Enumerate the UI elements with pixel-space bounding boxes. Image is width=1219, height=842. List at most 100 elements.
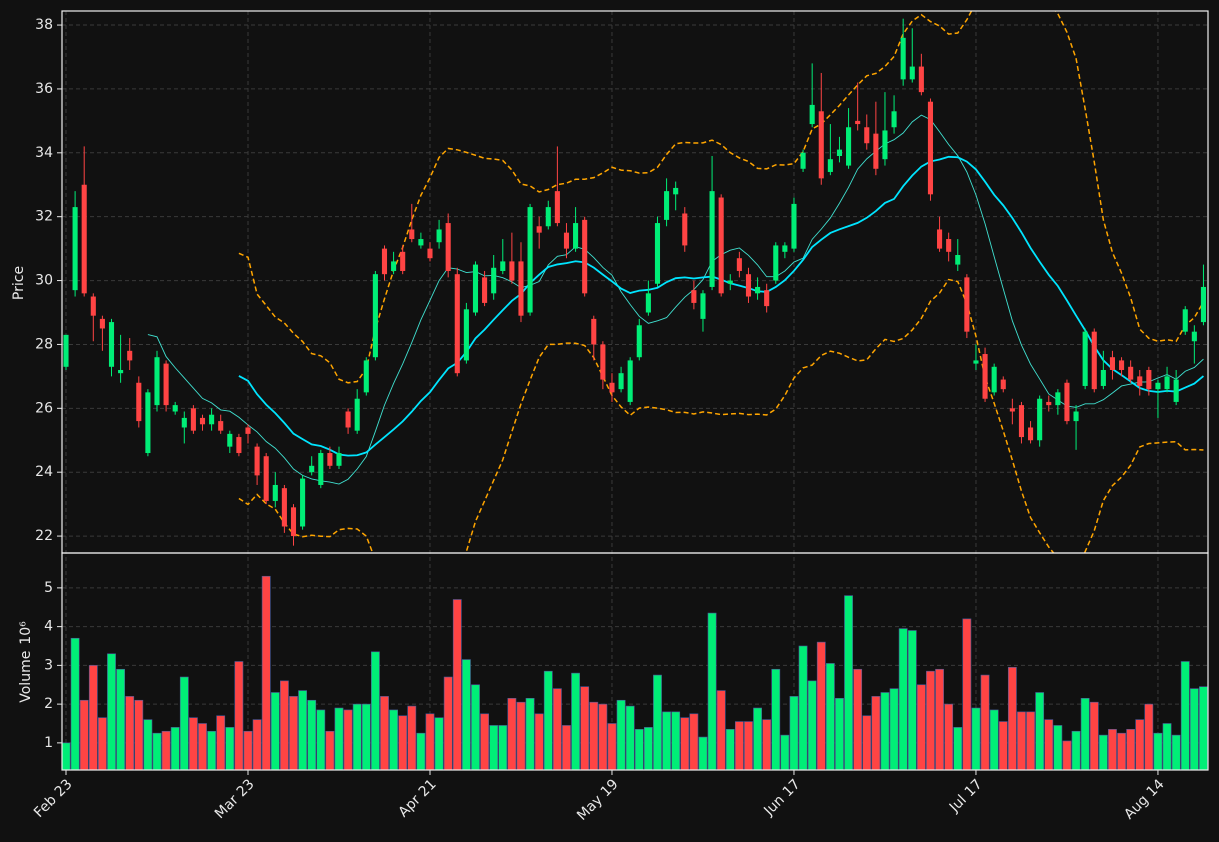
candle-body (418, 239, 424, 246)
volume-label: Volume (18, 651, 34, 703)
volume-bar (1035, 692, 1045, 770)
volume-bar (1089, 701, 1099, 770)
candle-body (163, 363, 169, 406)
volume-bar (361, 703, 371, 770)
volume-bar (944, 703, 954, 770)
candle-body (982, 354, 988, 399)
volume-bar (689, 713, 699, 770)
candle-body (209, 414, 215, 425)
candle-body (218, 421, 224, 431)
candle-body (718, 197, 724, 294)
y-tick-label: 30 (35, 273, 53, 289)
volume-bar (1044, 719, 1054, 770)
candle-body (309, 465, 315, 473)
candle-body (1037, 398, 1043, 441)
candle-body (1100, 369, 1106, 386)
candle-body (400, 251, 406, 271)
candle-body (846, 127, 852, 166)
volume-bar (489, 725, 499, 770)
volume-bar (926, 670, 935, 770)
candle-body (545, 207, 551, 227)
volume-bar (643, 727, 653, 770)
volume-bar (1189, 688, 1199, 770)
candle-body (445, 223, 451, 271)
volume-bar (1098, 734, 1108, 770)
y-tick-label: 36 (35, 81, 53, 97)
y-tick-label: 2 (44, 696, 53, 712)
volume-bar (1199, 686, 1208, 770)
candle-body (254, 446, 260, 476)
volume-bar (753, 707, 762, 770)
candle-body (118, 369, 124, 374)
volume-bar (70, 637, 80, 770)
volume-bar (762, 719, 772, 770)
volume-bar (607, 723, 617, 770)
candle-body (709, 191, 715, 287)
candle-body (108, 322, 115, 367)
volume-bar (1135, 719, 1145, 770)
volume-bar (971, 707, 981, 770)
volume-bar (780, 734, 790, 770)
candle-body (500, 261, 506, 271)
volume-bar (771, 668, 781, 770)
volume-bar (152, 732, 162, 770)
candle-body (591, 318, 597, 345)
volume-bar (125, 696, 135, 770)
volume-bar (807, 680, 817, 770)
volume-bar (170, 727, 180, 770)
candle-body (172, 405, 178, 412)
candle-body (491, 267, 497, 294)
volume-bar (653, 674, 662, 770)
candle-body (318, 453, 324, 485)
volume-bar (707, 612, 717, 770)
candle-body (72, 207, 78, 291)
volume-frame (61, 552, 1209, 771)
candle-body (509, 261, 515, 281)
candle-body (600, 344, 606, 380)
volume-bar (725, 729, 735, 770)
candle-body (372, 274, 378, 358)
volume-bar (389, 709, 398, 770)
candle-body (946, 239, 952, 252)
volume-bar (998, 721, 1008, 770)
candle-body (800, 152, 806, 169)
volume-bar (343, 709, 353, 770)
candle-body (582, 219, 588, 294)
y-tick-label: 32 (35, 209, 53, 225)
candle-body (682, 213, 688, 246)
candle-body (1146, 369, 1152, 390)
candle-body (1064, 382, 1070, 422)
volume-bar (844, 595, 853, 770)
volume-bar (525, 698, 535, 770)
volume-bar (1117, 732, 1126, 770)
volume-bar (916, 684, 926, 770)
volume-panel (62, 575, 1208, 770)
volume-bar (416, 732, 426, 770)
candle-body (891, 111, 897, 128)
candle-body (873, 133, 879, 169)
candle-body (700, 293, 706, 319)
volume-bar (716, 690, 726, 770)
candle-body (1009, 408, 1015, 412)
volume-bar (552, 688, 562, 770)
price-panel (63, 11, 1206, 553)
volume-bar (325, 730, 335, 770)
volume-bar (871, 696, 881, 770)
volume-bar (471, 684, 480, 770)
volume-bar (289, 696, 298, 770)
candle-body (645, 293, 651, 313)
volume-bar (107, 653, 116, 770)
candle-body (527, 207, 533, 313)
volume-bar (134, 699, 144, 770)
volume-bar (316, 709, 326, 770)
volume-bar (816, 641, 826, 770)
candle-body (1046, 401, 1052, 406)
volume-bar (980, 674, 990, 770)
volume-bar (953, 727, 963, 770)
volume-bar (1080, 698, 1090, 770)
candle-body (391, 261, 397, 271)
volume-bar (425, 713, 435, 770)
candle-body (1073, 411, 1079, 422)
candle-body (818, 111, 824, 179)
